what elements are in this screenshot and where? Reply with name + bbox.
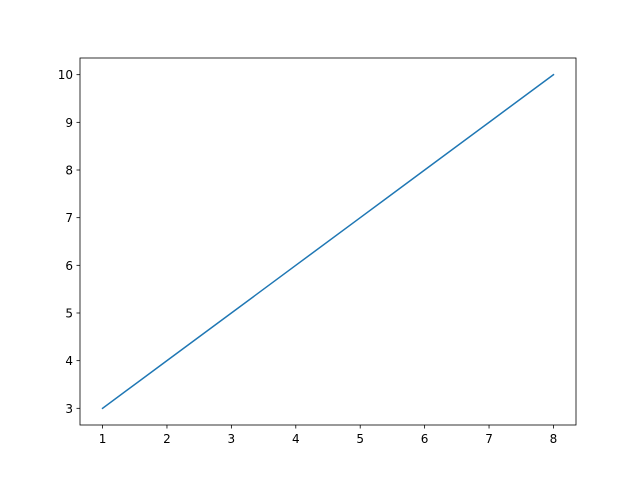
x-tick-label: 8	[550, 432, 558, 446]
y-tick-label: 5	[65, 306, 73, 320]
series-line	[101, 73, 555, 410]
x-tick-label: 4	[292, 432, 300, 446]
y-tick-label: 9	[65, 116, 73, 130]
x-tick-label: 1	[99, 432, 107, 446]
y-tick-label: 3	[65, 402, 73, 416]
y-tick-label: 7	[65, 211, 73, 225]
x-tick-label: 7	[485, 432, 493, 446]
y-tick-label: 10	[58, 68, 73, 82]
x-tick-label: 6	[421, 432, 429, 446]
x-tick-label: 2	[163, 432, 171, 446]
x-tick-label: 3	[228, 432, 236, 446]
y-tick-label: 4	[65, 354, 73, 368]
y-tick-label: 8	[65, 164, 73, 178]
y-tick-label: 6	[65, 259, 73, 273]
x-tick-label: 5	[356, 432, 364, 446]
axes-frame	[79, 57, 577, 426]
